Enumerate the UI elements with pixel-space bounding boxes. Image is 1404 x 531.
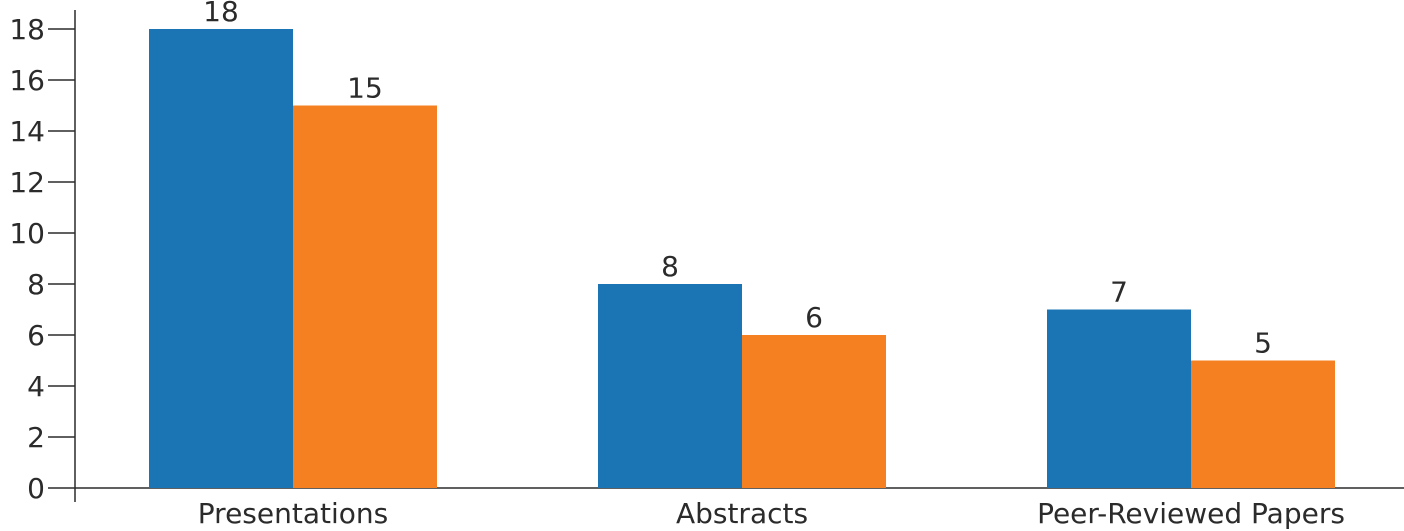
x-category-label: Presentations bbox=[198, 497, 388, 530]
y-tick-label: 2 bbox=[27, 421, 45, 454]
y-tick-label: 8 bbox=[27, 268, 45, 301]
data-label: 15 bbox=[347, 72, 383, 105]
bar-series-2-peer-reviewed-papers bbox=[1191, 360, 1335, 488]
y-tick-label: 16 bbox=[9, 64, 45, 97]
bar-series-1-peer-reviewed-papers bbox=[1047, 309, 1191, 488]
bar-series-2-presentations bbox=[293, 105, 437, 488]
y-axis: 0 2 4 6 8 10 12 14 16 18 bbox=[9, 10, 76, 505]
data-label: 5 bbox=[1254, 327, 1272, 360]
bar-series-2-abstracts bbox=[742, 335, 886, 488]
bar-series-1-presentations bbox=[149, 29, 293, 488]
y-tick-label: 6 bbox=[27, 319, 45, 352]
data-label: 6 bbox=[805, 301, 823, 334]
y-tick-label: 18 bbox=[9, 13, 45, 46]
data-label: 7 bbox=[1110, 276, 1128, 309]
y-tick-label: 10 bbox=[9, 217, 45, 250]
data-label: 8 bbox=[661, 250, 679, 283]
y-tick-label: 12 bbox=[9, 166, 45, 199]
x-axis: Presentations Abstracts Peer-Reviewed Pape… bbox=[75, 487, 1404, 530]
bars bbox=[149, 29, 1335, 488]
y-tick-label: 4 bbox=[27, 370, 45, 403]
data-labels: 18 15 8 6 7 5 bbox=[203, 0, 1272, 360]
x-category-label: Abstracts bbox=[676, 497, 808, 530]
x-category-label: Peer-Reviewed Papers bbox=[1037, 497, 1345, 530]
data-label: 18 bbox=[203, 0, 239, 28]
bar-series-1-abstracts bbox=[598, 284, 742, 488]
y-tick-label: 14 bbox=[9, 115, 45, 148]
y-tick-label: 0 bbox=[27, 472, 45, 505]
